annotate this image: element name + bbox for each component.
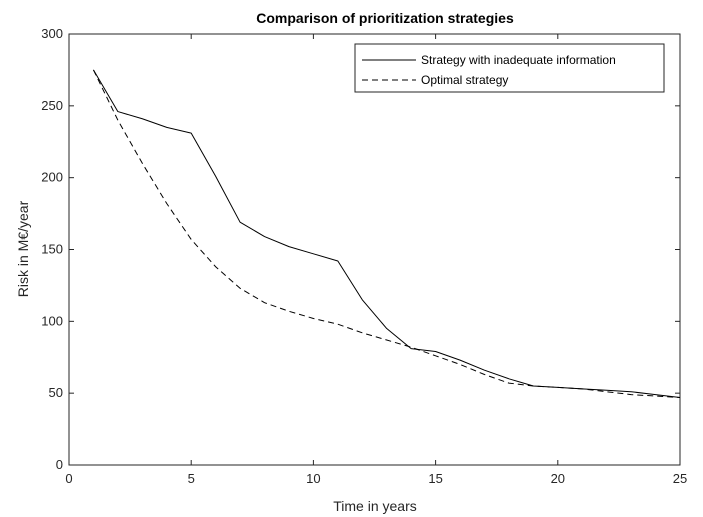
x-tick-label: 10 <box>306 471 320 486</box>
x-tick-label: 5 <box>188 471 195 486</box>
series-line-optimal <box>92 69 681 398</box>
x-tick-label: 20 <box>551 471 565 486</box>
series-layer <box>92 69 681 398</box>
y-tick-label: 0 <box>56 457 63 472</box>
x-axis-label: Time in years <box>333 498 417 514</box>
chart-title: Comparison of prioritization strategies <box>256 10 514 26</box>
plot-area <box>68 33 681 466</box>
y-axis-label: Risk in M€/year <box>15 200 31 297</box>
y-tick-label: 250 <box>41 98 63 113</box>
legend-label-optimal: Optimal strategy <box>421 73 508 87</box>
y-tick-label: 100 <box>41 313 63 328</box>
legend-box <box>354 43 665 93</box>
y-tick-label: 200 <box>41 170 63 185</box>
x-tick-label: 0 <box>65 471 72 486</box>
y-tick-label: 50 <box>49 385 63 400</box>
x-tick-label: 15 <box>428 471 442 486</box>
y-tick-label: 300 <box>41 26 63 41</box>
legend: Strategy with inadequate information Opt… <box>354 43 665 93</box>
x-tick-label: 25 <box>673 471 687 486</box>
legend-label-inadequate: Strategy with inadequate information <box>421 53 616 67</box>
y-tick-label: 150 <box>41 242 63 257</box>
